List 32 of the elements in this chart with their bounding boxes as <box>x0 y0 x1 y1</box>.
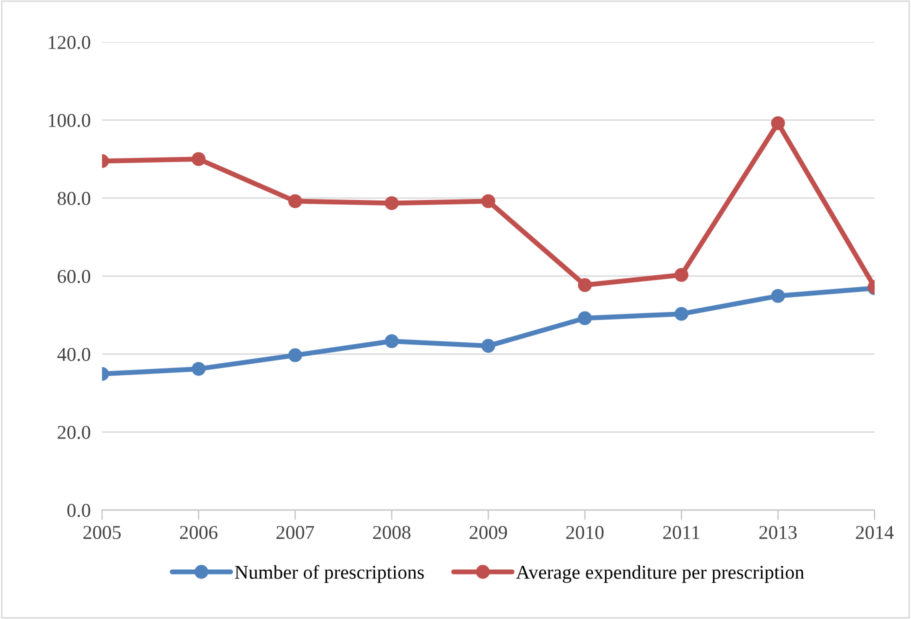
point <box>674 306 688 321</box>
point <box>674 268 688 282</box>
y-tick-label: 40.0 <box>57 348 90 362</box>
point <box>192 152 206 166</box>
x-tick-label: 2014 <box>856 526 894 540</box>
point <box>771 116 785 130</box>
point <box>481 338 496 353</box>
point <box>192 362 206 376</box>
point <box>288 348 302 362</box>
x-tick-label: 2013 <box>759 526 797 540</box>
x-tick-label: 2010 <box>566 526 604 540</box>
y-tick-label: 60.0 <box>58 270 90 284</box>
point <box>578 311 592 326</box>
x-tick-label: 2009 <box>470 526 507 540</box>
y-tick-label: 80.0 <box>58 192 90 206</box>
y-tick-label: 100.0 <box>48 114 90 128</box>
point <box>481 194 496 208</box>
point <box>578 278 592 292</box>
x-tick-label: 2005 <box>83 526 121 540</box>
y-tick-label: 120.0 <box>48 36 90 50</box>
x-tick-label: 2007 <box>276 526 314 540</box>
point <box>384 196 399 210</box>
point <box>288 194 302 208</box>
x-tick-label: 2006 <box>180 526 218 540</box>
legend-label: Average expenditure per prescription <box>516 565 804 583</box>
point <box>771 289 785 303</box>
point <box>384 334 399 348</box>
x-tick-label: 2011 <box>663 526 700 540</box>
y-tick-label: 0.0 <box>67 504 90 518</box>
y-tick-label: 20.0 <box>58 426 90 440</box>
x-tick-label: 2008 <box>373 526 410 540</box>
legend-label: Number of prescriptions <box>234 564 424 583</box>
